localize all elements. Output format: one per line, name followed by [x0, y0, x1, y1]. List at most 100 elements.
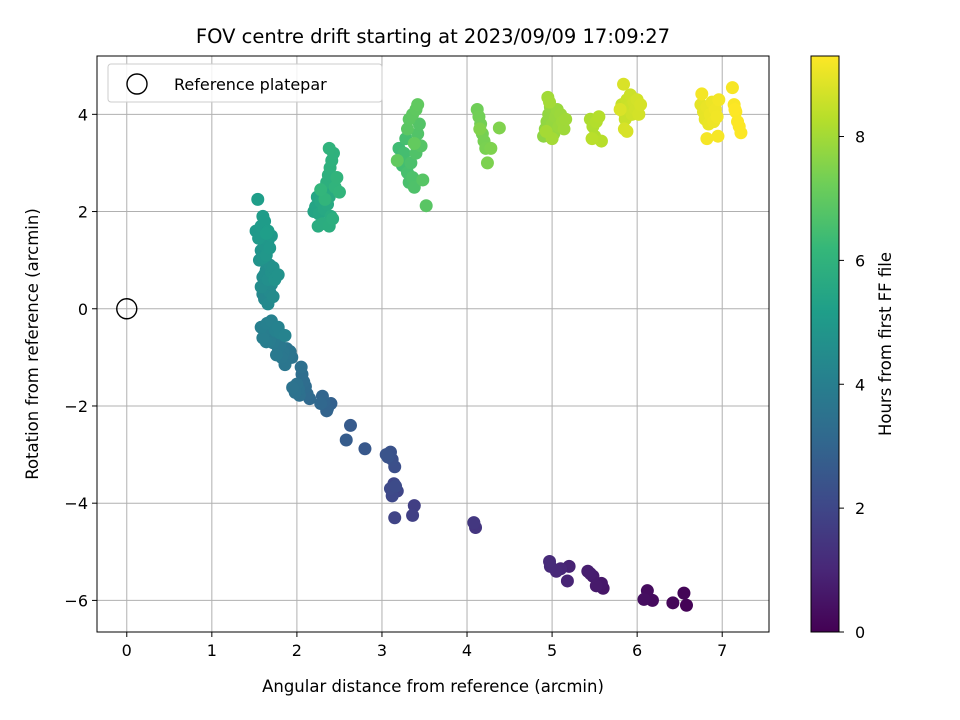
y-tick-label: −6 [64, 591, 88, 610]
data-point [634, 98, 648, 112]
data-point [358, 442, 372, 456]
data-point [389, 479, 403, 493]
data-point [632, 107, 646, 121]
data-point [330, 171, 344, 185]
grid [97, 56, 769, 632]
data-point [318, 192, 332, 206]
x-tick-label: 6 [632, 641, 642, 660]
data-point [259, 226, 273, 240]
data-point [613, 102, 627, 116]
data-point [266, 290, 280, 304]
data-point [411, 98, 425, 112]
data-point [388, 511, 402, 525]
legend-marker-icon [126, 73, 148, 95]
data-point [585, 132, 599, 146]
data-point [400, 122, 414, 136]
x-tick-label: 1 [207, 641, 217, 660]
x-tick-label: 0 [122, 641, 132, 660]
data-point [326, 212, 340, 226]
data-point [700, 132, 714, 146]
data-point [710, 110, 724, 124]
data-point [728, 102, 742, 116]
colorbar-tick-label: 0 [855, 623, 865, 642]
colorbar-tick-label: 8 [855, 128, 865, 147]
data-point [263, 241, 277, 255]
legend-box [107, 63, 383, 103]
data-point [712, 93, 726, 107]
data-point [294, 360, 308, 374]
data-point [407, 136, 421, 150]
y-axis-label: Rotation from reference (arcmin) [23, 208, 42, 480]
plot-frame [96, 55, 770, 633]
data-point [314, 183, 328, 197]
data-point [620, 124, 634, 138]
data-point [314, 397, 328, 411]
data-point [734, 126, 748, 140]
x-tick-label: 2 [292, 641, 302, 660]
colorbar-label: Hours from first FF file [876, 252, 895, 436]
x-tick-label: 4 [462, 641, 472, 660]
data-point [332, 185, 346, 199]
data-point [256, 331, 270, 345]
plot-area: 0 1 2 3 4 5 6 7 −6 −4 −2 0 2 4 [64, 55, 770, 660]
data-point [467, 516, 481, 530]
data-point [406, 508, 420, 522]
colorbar-ticks: 0 2 4 6 8 [839, 128, 865, 642]
y-tick-label: 4 [78, 105, 88, 124]
data-point [278, 328, 292, 342]
data-point [679, 598, 693, 612]
data-point [390, 154, 404, 168]
colorbar-tick-label: 4 [855, 375, 865, 394]
data-point [286, 381, 300, 395]
data-point [339, 433, 353, 447]
data-point [484, 141, 498, 155]
x-axis-label: Angular distance from reference (arcmin) [262, 677, 604, 696]
x-tick-label: 7 [717, 641, 727, 660]
data-point [539, 124, 553, 138]
legend: Reference platepar [107, 63, 383, 103]
data-point [560, 574, 574, 588]
data-point [419, 199, 433, 213]
data-point [473, 122, 487, 136]
x-tick-label: 5 [547, 641, 557, 660]
chart-title: FOV centre drift starting at 2023/09/09 … [196, 25, 670, 48]
colorbar-tick-label: 6 [855, 251, 865, 270]
data-point [711, 129, 725, 143]
data-point [637, 592, 651, 606]
data-point [492, 121, 506, 135]
y-tick-label: 0 [78, 300, 88, 319]
data-point [666, 596, 680, 610]
y-tick-label: −2 [64, 397, 88, 416]
data-point [412, 117, 426, 131]
data-point [543, 555, 557, 569]
data-point [251, 192, 265, 206]
y-axis-ticks: −6 −4 −2 0 2 4 [64, 105, 97, 610]
y-tick-label: −4 [64, 494, 88, 513]
data-point [343, 418, 357, 432]
data-point [592, 110, 606, 124]
data-point [379, 448, 393, 462]
data-point [407, 180, 421, 194]
data-point [269, 348, 283, 362]
data-point [581, 564, 595, 578]
data-point [416, 173, 430, 187]
data-point [404, 156, 418, 170]
x-tick-label: 3 [377, 641, 387, 660]
data-point [322, 141, 336, 155]
legend-entry-label: Reference platepar [174, 75, 327, 94]
colorbar-gradient [810, 55, 840, 633]
data-point [480, 156, 494, 170]
data-point [617, 77, 631, 91]
scatter-points [249, 77, 748, 612]
data-point [557, 122, 571, 136]
data-point [695, 87, 709, 101]
data-point [406, 171, 420, 185]
x-axis-ticks: 0 1 2 3 4 5 6 7 [122, 632, 727, 660]
data-point [677, 586, 691, 600]
data-point [407, 499, 421, 513]
y-tick-label: 2 [78, 203, 88, 222]
data-point [271, 268, 285, 282]
colorbar: 0 2 4 6 8 Hours from first FF file [810, 55, 895, 642]
data-point [559, 112, 573, 126]
